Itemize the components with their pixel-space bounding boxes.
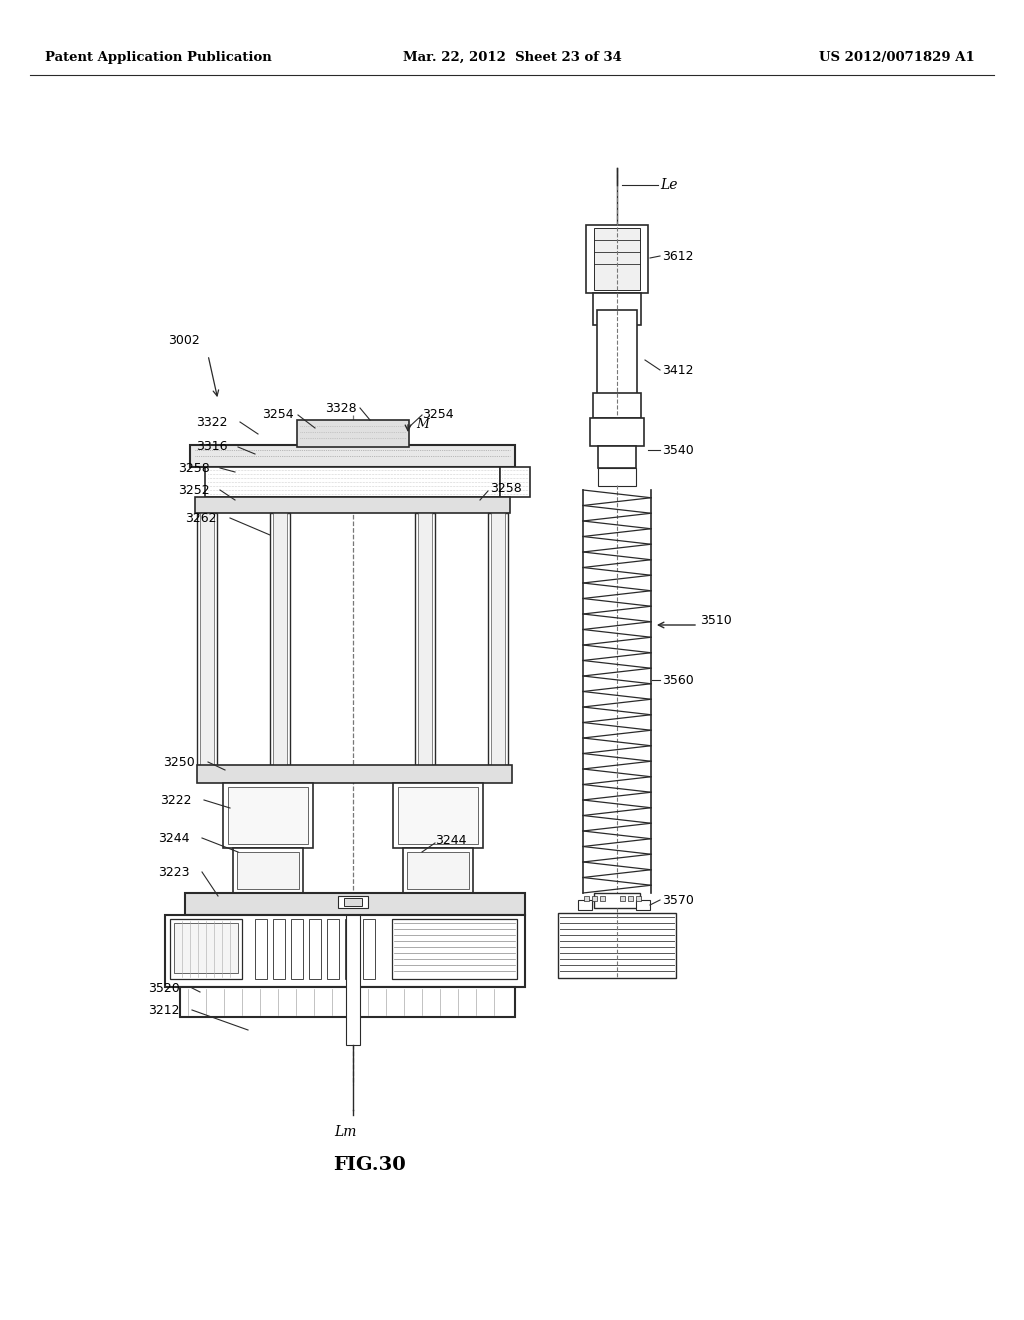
Bar (273, 513, 287, 766)
Bar (297, 420, 409, 447)
Bar (346, 915, 360, 1045)
Bar (197, 766, 512, 783)
Text: FIG.30: FIG.30 (334, 1156, 407, 1173)
Bar (180, 987, 515, 1016)
Text: US 2012/0071829 A1: US 2012/0071829 A1 (819, 50, 975, 63)
Bar (393, 783, 483, 847)
Bar (233, 847, 303, 894)
Text: 3570: 3570 (662, 894, 694, 907)
Bar (223, 783, 313, 847)
Bar (190, 445, 515, 467)
Text: 3254: 3254 (262, 408, 294, 421)
Text: 3316: 3316 (196, 441, 227, 454)
Text: Patent Application Publication: Patent Application Publication (45, 50, 271, 63)
Bar (594, 894, 640, 908)
Text: 3412: 3412 (662, 363, 693, 376)
Bar (418, 513, 432, 766)
Bar (170, 919, 242, 979)
Bar (398, 787, 478, 843)
Bar (636, 896, 641, 902)
Text: Le: Le (660, 178, 678, 191)
Bar (584, 896, 589, 902)
Text: 3612: 3612 (662, 249, 693, 263)
Text: 3244: 3244 (158, 832, 189, 845)
Bar (273, 919, 285, 979)
Text: 3244: 3244 (435, 833, 467, 846)
Text: M: M (416, 418, 429, 432)
Bar (490, 513, 505, 766)
Bar (392, 919, 517, 979)
Text: 3258: 3258 (178, 462, 210, 474)
Bar (195, 498, 510, 513)
Bar (403, 847, 473, 894)
Text: 3252: 3252 (178, 483, 210, 496)
Bar (237, 851, 299, 888)
Bar (338, 896, 368, 908)
Bar (255, 919, 267, 979)
Bar (598, 446, 636, 469)
Text: 3212: 3212 (148, 1003, 179, 1016)
Text: 3262: 3262 (185, 511, 216, 524)
Bar (165, 915, 525, 987)
Bar (200, 513, 214, 766)
Bar (620, 896, 625, 902)
Text: 3250: 3250 (163, 755, 195, 768)
Bar (500, 467, 530, 498)
Text: 3560: 3560 (662, 673, 693, 686)
Text: 3223: 3223 (158, 866, 189, 879)
Text: Lm: Lm (334, 1125, 356, 1139)
Bar (590, 418, 644, 446)
Bar (586, 224, 648, 293)
Bar (578, 900, 592, 909)
Bar (345, 919, 357, 979)
Text: 3328: 3328 (325, 401, 356, 414)
Bar (593, 293, 641, 325)
Bar (597, 310, 637, 411)
Bar (270, 513, 290, 766)
Bar (598, 469, 636, 486)
Bar (600, 896, 605, 902)
Bar (407, 851, 469, 888)
Bar (327, 919, 339, 979)
Bar (592, 896, 597, 902)
Bar (636, 900, 650, 909)
Bar (593, 393, 641, 418)
Bar (594, 228, 640, 290)
Bar (205, 467, 500, 498)
Text: 3520: 3520 (148, 982, 180, 994)
Bar (558, 913, 676, 978)
Text: 3002: 3002 (168, 334, 200, 346)
Text: Mar. 22, 2012  Sheet 23 of 34: Mar. 22, 2012 Sheet 23 of 34 (402, 50, 622, 63)
Bar (344, 898, 362, 906)
Bar (628, 896, 633, 902)
Text: 3254: 3254 (422, 408, 454, 421)
Bar (362, 919, 375, 979)
Text: 3322: 3322 (196, 416, 227, 429)
Bar (309, 919, 321, 979)
Text: 3258: 3258 (490, 482, 522, 495)
Bar (197, 513, 217, 766)
Bar (174, 923, 238, 973)
Text: 3540: 3540 (662, 444, 693, 457)
Bar (291, 919, 303, 979)
Bar (185, 894, 525, 915)
Text: 3510: 3510 (700, 614, 732, 627)
Bar (488, 513, 508, 766)
Bar (415, 513, 435, 766)
Bar (228, 787, 308, 843)
Text: 3222: 3222 (160, 793, 191, 807)
